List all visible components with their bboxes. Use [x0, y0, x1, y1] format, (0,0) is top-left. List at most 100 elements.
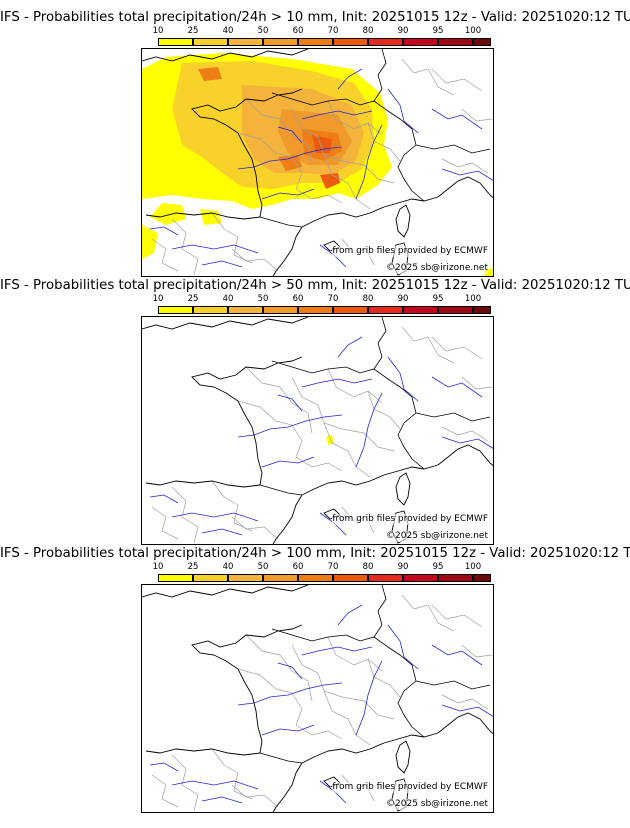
region-boundary: [341, 428, 395, 452]
colorbar-swatch: [438, 574, 473, 582]
river-line: [277, 126, 303, 144]
country-border: [259, 484, 303, 496]
country-border: [397, 412, 425, 470]
river-line: [337, 68, 363, 90]
region-boundary: [171, 754, 199, 812]
region-boundary: [245, 634, 313, 702]
island-outline: [395, 204, 411, 238]
river-line: [171, 780, 259, 790]
country-border: [415, 412, 491, 422]
river-line: [201, 796, 243, 804]
colorbar-swatch: [438, 306, 473, 314]
colorbar-tick-label: 25: [187, 294, 199, 304]
colorbar-swatch: [193, 38, 228, 46]
coastline: [142, 317, 309, 330]
river-line: [261, 724, 315, 736]
region-boundary: [171, 486, 199, 544]
colorbar-swatch: [438, 38, 473, 46]
colorbar-tick-label: 80: [362, 294, 374, 304]
region-boundary: [291, 376, 343, 430]
coastline: [272, 226, 303, 276]
colorbar-tick-label: 70: [327, 562, 339, 572]
country-border: [271, 92, 417, 146]
colorbar-swatch: [473, 306, 491, 314]
colorbar-tick-label: 90: [397, 562, 409, 572]
river-line: [171, 512, 259, 522]
region-boundary: [237, 668, 303, 726]
coastline: [191, 356, 303, 486]
colorbar-tick-label: 50: [257, 294, 269, 304]
source-credit: from grib files provided by ECMWF: [332, 514, 488, 525]
region-boundary: [295, 456, 343, 472]
river-line: [261, 456, 315, 468]
river-line: [387, 88, 419, 134]
colorbar-tick-label: 10: [152, 562, 164, 572]
region-boundary: [327, 100, 383, 136]
country-border: [373, 317, 387, 370]
region-boundary: [367, 658, 401, 698]
country-border: [397, 144, 425, 202]
river-line: [337, 336, 363, 358]
precip-contour: [142, 225, 158, 259]
region-boundary: [211, 212, 253, 264]
river-line: [441, 704, 493, 717]
colorbar-tick-label: 60: [292, 562, 304, 572]
map-canvas: [142, 317, 493, 544]
region-boundary: [327, 636, 383, 672]
colorbar-swatch: [228, 38, 263, 46]
map-canvas: [142, 585, 493, 812]
colorbar-tick-label: 80: [362, 562, 374, 572]
river-line: [387, 356, 419, 402]
colorbar-tick-label: 80: [362, 26, 374, 36]
river-line: [301, 646, 373, 656]
river-line: [355, 660, 383, 736]
region-boundary: [211, 748, 253, 800]
region-boundary: [323, 154, 371, 210]
map-area: from grib files provided by ECMWF ©2025 …: [141, 584, 494, 813]
colorbar-swatch: [473, 38, 491, 46]
map-canvas: [142, 49, 493, 276]
region-boundary: [431, 604, 483, 628]
map-area: from grib files provided by ECMWF ©2025 …: [141, 48, 494, 277]
country-border: [259, 752, 303, 764]
colorbar-tick-label: 40: [222, 294, 234, 304]
region-boundary: [231, 248, 279, 272]
colorbar-swatch: [368, 306, 403, 314]
coastline: [142, 49, 309, 62]
river-line: [431, 644, 483, 666]
river-line: [301, 378, 373, 388]
river-line: [201, 528, 243, 536]
colorbar-tick-label: 70: [327, 294, 339, 304]
river-line: [337, 604, 363, 626]
colorbar-swatch: [403, 38, 438, 46]
region-boundary: [295, 724, 343, 740]
colorbar-tick-label: 100: [464, 294, 482, 304]
colorbar-swatch: [403, 574, 438, 582]
country-border: [271, 628, 417, 682]
country-border: [397, 680, 425, 738]
river-line: [277, 394, 303, 412]
coastline: [142, 585, 309, 598]
colorbar-tick-label: 50: [257, 26, 269, 36]
precip-contour: [150, 203, 186, 225]
colorbar-tick-label: 25: [187, 562, 199, 572]
region-boundary: [441, 158, 489, 174]
panel-title: IFS - Probabilities total precipitation/…: [0, 278, 630, 293]
colorbar-swatch: [263, 306, 298, 314]
colorbar-tick-label: 90: [397, 294, 409, 304]
coastline: [272, 494, 303, 544]
colorbar-swatch: [228, 306, 263, 314]
region-boundary: [237, 400, 303, 458]
coastline: [437, 176, 493, 198]
colorbar-tick-label: 100: [464, 26, 482, 36]
colorbar-swatch: [193, 306, 228, 314]
river-line: [261, 188, 315, 200]
region-boundary: [171, 218, 199, 276]
river-line: [441, 436, 493, 449]
precip-contour: [278, 155, 302, 171]
region-boundary: [245, 366, 313, 434]
colorbar-swatch: [368, 38, 403, 46]
colorbar: 10 25 40 50 60 70 80 90 95 100: [153, 294, 491, 316]
colorbar-tick-label: 50: [257, 562, 269, 572]
country-border: [373, 585, 387, 638]
